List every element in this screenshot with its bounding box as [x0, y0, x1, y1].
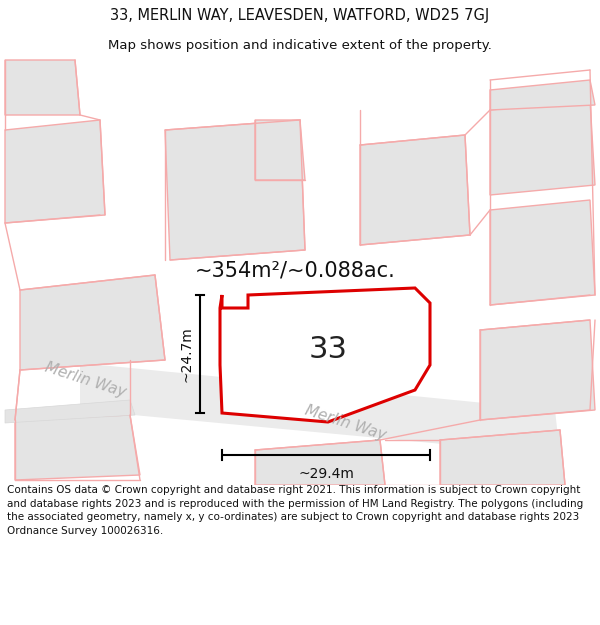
Polygon shape — [490, 200, 595, 305]
Text: Contains OS data © Crown copyright and database right 2021. This information is : Contains OS data © Crown copyright and d… — [7, 485, 583, 536]
Polygon shape — [5, 60, 80, 115]
Polygon shape — [480, 320, 595, 420]
Polygon shape — [80, 363, 560, 455]
Polygon shape — [5, 400, 135, 423]
Text: Merlin Way: Merlin Way — [43, 360, 127, 400]
Text: ~29.4m: ~29.4m — [298, 467, 354, 481]
Text: ~354m²/~0.088ac.: ~354m²/~0.088ac. — [194, 260, 395, 280]
Polygon shape — [5, 120, 105, 223]
Polygon shape — [165, 120, 305, 260]
Polygon shape — [15, 415, 140, 480]
Text: 33: 33 — [308, 336, 347, 364]
Polygon shape — [490, 80, 595, 110]
Polygon shape — [20, 275, 165, 370]
Polygon shape — [360, 135, 470, 245]
Polygon shape — [255, 120, 305, 180]
Text: Map shows position and indicative extent of the property.: Map shows position and indicative extent… — [108, 39, 492, 51]
Polygon shape — [220, 288, 430, 422]
Text: ~24.7m: ~24.7m — [179, 326, 193, 382]
Polygon shape — [258, 297, 408, 377]
Text: 33, MERLIN WAY, LEAVESDEN, WATFORD, WD25 7GJ: 33, MERLIN WAY, LEAVESDEN, WATFORD, WD25… — [110, 8, 490, 23]
Polygon shape — [440, 430, 565, 485]
Polygon shape — [255, 440, 385, 485]
Text: Merlin Way: Merlin Way — [302, 403, 388, 443]
Polygon shape — [490, 100, 595, 195]
